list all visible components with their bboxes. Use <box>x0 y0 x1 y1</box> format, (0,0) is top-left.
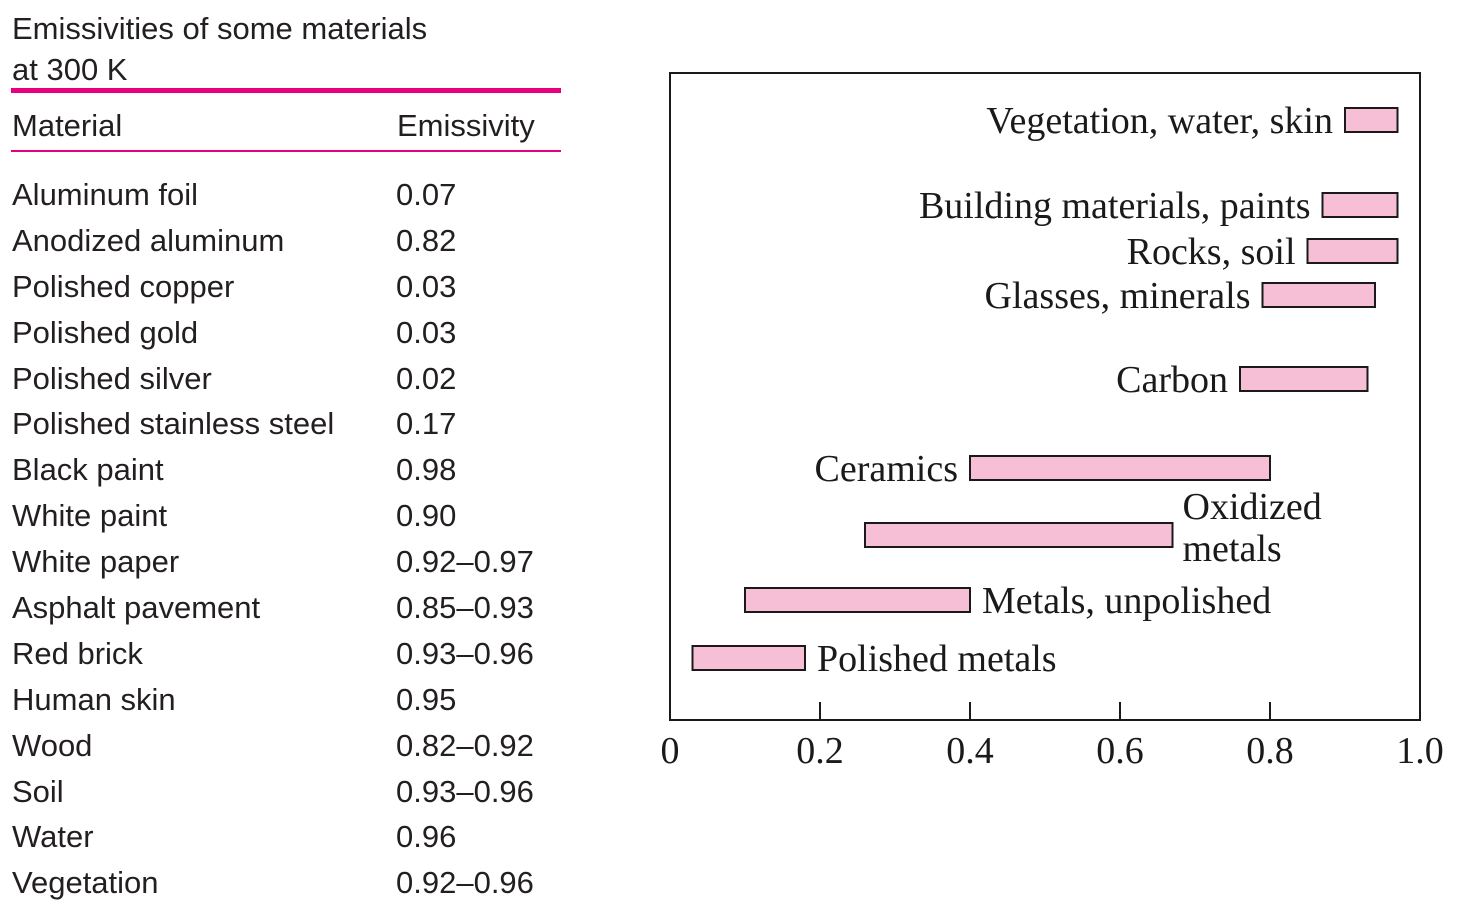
table-row: White paper 0.92–0.97 <box>0 541 575 587</box>
range-bar <box>744 587 971 613</box>
cell-material: Wood <box>12 727 93 763</box>
cell-emissivity: 0.82–0.92 <box>396 727 534 763</box>
cell-material: Polished gold <box>12 314 199 350</box>
x-tick-label: 0.4 <box>946 730 994 772</box>
cell-emissivity: 0.03 <box>396 314 457 350</box>
table-row: Vegetation 0.92–0.96 <box>0 862 575 908</box>
x-tick-label: 0.2 <box>796 730 844 772</box>
range-bar <box>1306 238 1399 264</box>
cell-material: Water <box>12 819 94 855</box>
table-row: Aluminum foil 0.07 <box>0 174 575 220</box>
emissivity-range-chart: 0 0.2 0.4 0.6 0.8 1.0 Vegetation, water, skin… <box>661 72 1444 772</box>
emissivity-table: Emissivities of some materials at 300 K … <box>0 0 575 908</box>
cell-emissivity: 0.02 <box>396 360 457 396</box>
range-labels: Vegetation, water, skin Building material… <box>814 100 1333 680</box>
cell-emissivity: 0.96 <box>396 819 457 855</box>
table-row: Anodized aluminum 0.82 <box>0 220 575 266</box>
range-bar <box>864 522 1174 548</box>
cell-material: Anodized aluminum <box>12 222 285 258</box>
cell-emissivity: 0.07 <box>396 177 457 212</box>
cell-emissivity: 0.95 <box>396 681 457 717</box>
range-label: Metals, unpolished <box>982 580 1271 622</box>
table-row: Wood 0.82–0.92 <box>0 725 575 771</box>
table-row: White paint 0.90 <box>0 495 575 541</box>
table-row: Polished gold 0.03 <box>0 312 575 358</box>
range-bar <box>691 645 806 671</box>
cell-material: Vegetation <box>12 865 159 901</box>
range-bars <box>691 107 1399 671</box>
range-label: Building materials, paints <box>919 185 1311 227</box>
range-label: Glasses, minerals <box>985 275 1251 317</box>
table-row: Polished stainless steel 0.17 <box>0 403 575 449</box>
range-bar <box>1239 366 1369 392</box>
range-bar <box>1321 192 1399 218</box>
table-title: Emissivities of some materials at 300 K <box>12 8 572 90</box>
cell-material: Red brick <box>12 635 143 671</box>
cell-emissivity: 0.98 <box>396 452 457 488</box>
cell-emissivity: 0.93–0.96 <box>396 635 534 671</box>
table-row: Black paint 0.98 <box>0 449 575 495</box>
cell-material: Polished stainless steel <box>12 406 335 442</box>
table-row: Soil 0.93–0.96 <box>0 771 575 817</box>
cell-emissivity: 0.03 <box>396 268 457 304</box>
range-label: Ceramics <box>814 448 958 490</box>
range-label: Carbon <box>1116 359 1228 401</box>
range-bar <box>1261 282 1376 308</box>
x-tick-label: 1.0 <box>1396 730 1444 772</box>
range-label: metals <box>1183 528 1282 570</box>
range-label: Vegetation, water, skin <box>986 100 1333 142</box>
cell-material: Polished silver <box>12 360 212 396</box>
table-row: Polished copper 0.03 <box>0 266 575 312</box>
range-bar <box>1344 107 1399 133</box>
table-row: Water 0.96 <box>0 816 575 862</box>
x-tick-label: 0.8 <box>1246 730 1294 772</box>
table-row: Red brick 0.93–0.96 <box>0 633 575 679</box>
cell-material: Polished copper <box>12 268 235 304</box>
table-row: Asphalt pavement 0.85–0.93 <box>0 587 575 633</box>
cell-emissivity: 0.90 <box>396 498 457 534</box>
table-row: Polished silver 0.02 <box>0 358 575 404</box>
cell-material: Black paint <box>12 452 164 488</box>
cell-material: White paper <box>12 544 180 580</box>
range-bar <box>969 455 1271 481</box>
title-rule <box>11 88 561 93</box>
cell-emissivity: 0.93–0.96 <box>396 773 534 809</box>
cell-material: White paint <box>12 498 168 534</box>
cell-emissivity: 0.17 <box>396 406 457 442</box>
x-tick-label: 0 <box>661 730 680 772</box>
cell-material: Aluminum foil <box>12 177 199 212</box>
table-title-line1: Emissivities of some materials <box>12 11 428 46</box>
cell-material: Soil <box>12 773 64 809</box>
range-label: Rocks, soil <box>1127 231 1296 273</box>
cell-emissivity: 0.92–0.96 <box>396 865 534 901</box>
cell-emissivity: 0.85–0.93 <box>396 590 534 626</box>
header-emissivity: Emissivity <box>397 108 535 143</box>
header-rule <box>11 150 561 152</box>
header-material: Material <box>12 108 123 143</box>
plot-frame <box>669 72 1421 721</box>
x-tick-label: 0.6 <box>1096 730 1144 772</box>
cell-emissivity: 0.82 <box>396 222 457 258</box>
cell-emissivity: 0.92–0.97 <box>396 544 534 580</box>
table-row: Human skin 0.95 <box>0 679 575 725</box>
x-axis: 0 0.2 0.4 0.6 0.8 1.0 <box>661 702 1444 772</box>
table-title-line2: at 300 K <box>12 52 128 87</box>
range-label: Polished metals <box>817 638 1057 680</box>
table-body: Aluminum foil 0.07 Anodized aluminum 0.82 Po… <box>0 174 575 908</box>
range-label: Oxidized <box>1183 486 1322 528</box>
cell-material: Human skin <box>12 681 176 717</box>
cell-material: Asphalt pavement <box>12 590 261 626</box>
